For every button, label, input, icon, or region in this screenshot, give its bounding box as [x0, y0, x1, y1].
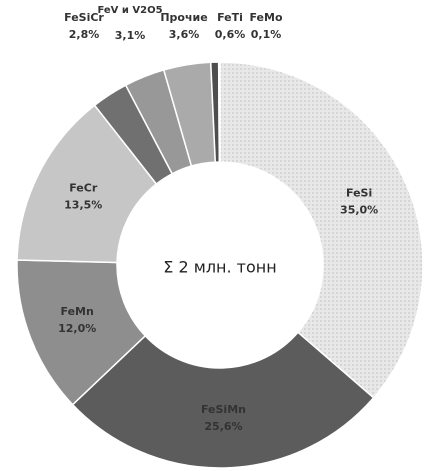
slice-value: 3,6% [169, 28, 200, 41]
slice [219, 61, 424, 399]
slice [71, 331, 375, 469]
center-label: Σ 2 млн. тонн [163, 258, 276, 277]
slice [16, 104, 158, 264]
slice-name: FeSi [346, 186, 372, 199]
slice-name: FeMn [61, 305, 94, 318]
slice-value: 13,5% [64, 198, 102, 211]
slice-name: FeCr [69, 181, 98, 194]
slice-value: 35,0% [340, 203, 378, 216]
slice-name: FeSiCr [64, 11, 104, 24]
slice-value: 25,6% [204, 420, 242, 433]
slice-value: 0,6% [215, 28, 246, 41]
slice-name: FeV и V2O5 [97, 5, 162, 16]
slice-value: 3,1% [115, 29, 146, 42]
slice-name: Прочие [160, 11, 207, 24]
slice-name: FeTi [217, 11, 243, 24]
slice [217, 61, 221, 163]
slice-value: 2,8% [69, 28, 100, 41]
slice-name: FeMo [249, 11, 282, 24]
slice-value: 0,1% [251, 28, 282, 41]
slice-name: FeSiMn [201, 403, 246, 416]
slice-value: 12,0% [58, 322, 96, 335]
